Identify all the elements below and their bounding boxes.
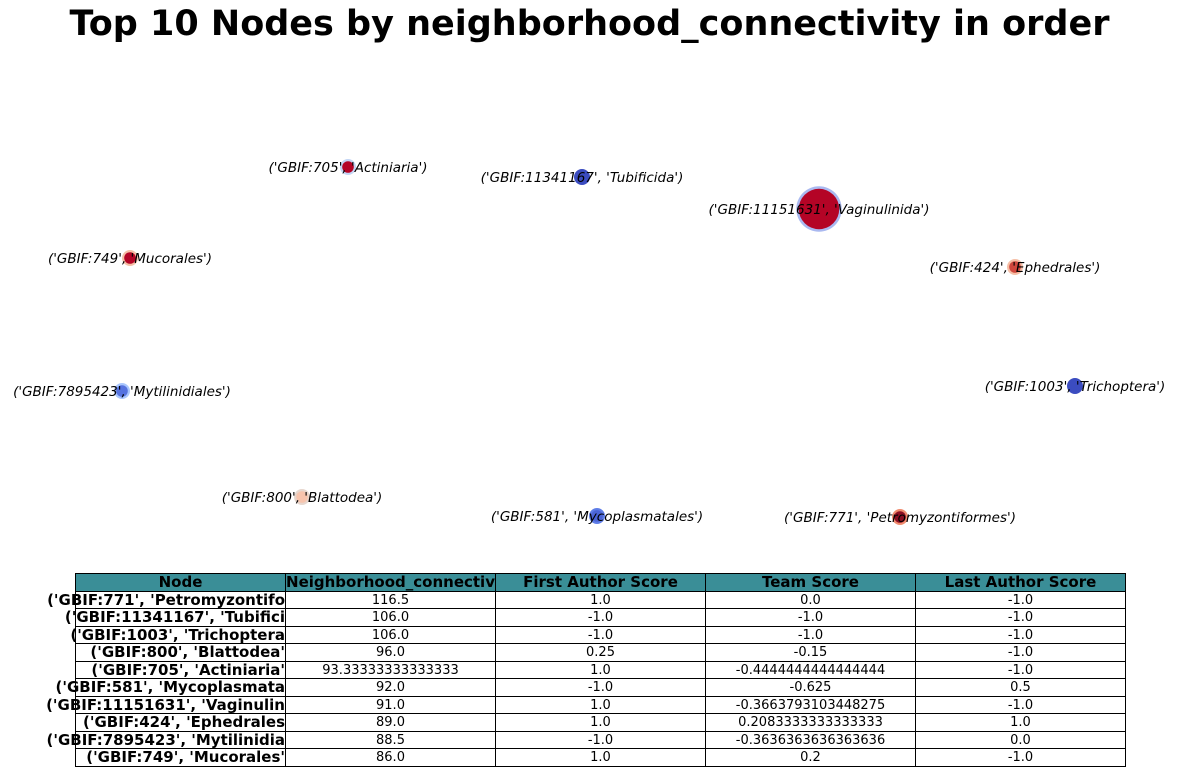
table-cell: -1.0 [915,608,1126,627]
graph-node: ('GBIF:424', 'Ephedrales') [930,259,1101,276]
node-label: ('GBIF:11341167', 'Tubificida') [481,170,684,186]
table-row-label-text: ('GBIF:800', 'Blattodea' [90,643,285,661]
node-marker [798,188,840,230]
table-cell: 0.0 [705,590,916,609]
table-cell: 1.0 [915,713,1126,732]
table-row-label: ('GBIF:800', 'Blattodea' [75,643,286,662]
network-graph: ('GBIF:705', 'Actiniaria') ('GBIF:1134116… [13,159,1166,526]
table-cell: 0.25 [495,643,706,662]
table-row-label: ('GBIF:705', 'Actiniaria' [75,660,286,679]
table-cell: -1.0 [915,625,1126,644]
chart-title: Top 10 Nodes by neighborhood_connectivit… [69,4,1110,44]
table-header-cell: Node [75,573,286,592]
table-row-label-text: ('GBIF:749', 'Mucorales' [86,748,285,766]
table-row-label-text: ('GBIF:705', 'Actiniaria' [91,660,285,679]
node-label: ('GBIF:424', 'Ephedrales') [930,260,1101,276]
table-cell: 0.0 [915,730,1126,749]
table-cell: -1.0 [915,643,1126,662]
graph-node: ('GBIF:581', 'Mycoplasmatales') [491,508,703,525]
table-row-label-text: ('GBIF:11341167', 'Tubifici [64,608,285,626]
table-cell: 88.5 [285,730,496,749]
table-cell: 93.33333333333333 [285,660,496,679]
node-marker [1069,380,1081,392]
table-cell: 0.5 [915,678,1126,697]
node-label: ('GBIF:11151631', 'Vaginulinida') [709,202,930,218]
table-cell: -0.3636363636363636 [705,730,916,749]
table-row-label-text: ('GBIF:424', 'Ephedrales [83,713,285,731]
table-row-label: ('GBIF:1003', 'Trichoptera [70,625,286,644]
table-row-label: ('GBIF:7895423', 'Mytilinidia [47,730,286,749]
node-marker [1009,261,1021,273]
table-cell: -1.0 [495,608,706,627]
table-cell: 116.5 [285,590,496,609]
table-cell: -1.0 [915,660,1126,679]
table-cell: -0.4444444444444444 [705,660,916,679]
table-cell: 1.0 [495,590,706,609]
table-row-label: ('GBIF:11151631', 'Vaginulin [46,695,286,714]
table-cell: 106.0 [285,608,496,627]
node-marker [576,171,588,183]
table-row-label-text: ('GBIF:1003', 'Trichoptera [70,625,285,644]
node-label: ('GBIF:581', 'Mycoplasmatales') [491,509,703,525]
table-cell: -0.625 [705,678,916,697]
table-cell: -1.0 [705,608,916,627]
node-marker [296,491,308,503]
table-header-cell: Last Author Score [915,573,1126,592]
table-cell: -1.0 [705,625,916,644]
node-label: ('GBIF:1003', 'Trichoptera') [985,379,1166,395]
graph-node: ('GBIF:749', 'Mucorales') [48,250,212,267]
graph-node: ('GBIF:11151631', 'Vaginulinida') [709,186,930,232]
table-row-label-text: ('GBIF:771', 'Petromyzontifo [47,590,285,609]
table-cell: -1.0 [495,678,706,697]
table-row-label-text: ('GBIF:11151631', 'Vaginulin [46,695,285,714]
graph-node: ('GBIF:7895423', 'Mytilinidiales') [13,383,231,400]
table-row-label-text: ('GBIF:7895423', 'Mytilinidia [46,730,285,749]
table-cell: -1.0 [915,695,1126,714]
table-cell: 1.0 [495,695,706,714]
table-cell: -1.0 [495,730,706,749]
node-label: ('GBIF:749', 'Mucorales') [48,251,212,267]
table-cell: 106.0 [285,625,496,644]
table-cell: 0.2 [705,748,916,767]
table-cell: 1.0 [495,713,706,732]
node-label: ('GBIF:7895423', 'Mytilinidiales') [13,384,231,400]
table-header-cell: Team Score [705,573,916,592]
table-header-cell: Neighborhood_connectiv [285,573,496,592]
table-row-label: ('GBIF:771', 'Petromyzontifo [47,590,286,609]
table-cell: 89.0 [285,713,496,732]
node-marker [116,385,128,397]
table-cell: -1.0 [495,625,706,644]
table-cell: 1.0 [495,748,706,767]
table-row-label-text: ('GBIF:581', 'Mycoplasmata [55,678,286,696]
graph-node: ('GBIF:800', 'Blattodea') [222,489,383,506]
table-cell: 91.0 [285,695,496,714]
data-table: Node Neighborhood_connectiv First Author S… [0,573,1179,773]
table-cell: 92.0 [285,678,496,697]
table-row-label: ('GBIF:581', 'Mycoplasmata [56,678,286,697]
graph-node: ('GBIF:11341167', 'Tubificida') [481,169,684,186]
table-cell: -0.3663793103448275 [705,695,916,714]
table-cell: 86.0 [285,748,496,767]
table-cell: -1.0 [915,748,1126,767]
node-label: ('GBIF:771', 'Petromyzontiformes') [784,510,1016,526]
table-cell: -1.0 [915,590,1126,609]
table-header-cell: First Author Score [495,573,706,592]
graph-node: ('GBIF:705', 'Actiniaria') [268,159,428,176]
graph-node: ('GBIF:1003', 'Trichoptera') [985,378,1166,395]
graph-node: ('GBIF:771', 'Petromyzontiformes') [784,509,1016,526]
table-row-label: ('GBIF:11341167', 'Tubifici [65,608,286,627]
table-cell: -0.15 [705,643,916,662]
table-cell: 96.0 [285,643,496,662]
node-marker [342,161,354,173]
node-marker [894,511,906,523]
table-cell: 1.0 [495,660,706,679]
table-cell: 0.2083333333333333 [705,713,916,732]
table-row-label: ('GBIF:424', 'Ephedrales [75,713,286,732]
node-label: ('GBIF:705', 'Actiniaria') [268,160,427,176]
node-label: ('GBIF:800', 'Blattodea') [222,490,383,506]
node-marker [591,510,603,522]
table-row-label: ('GBIF:749', 'Mucorales' [75,748,286,767]
node-marker [124,252,136,264]
